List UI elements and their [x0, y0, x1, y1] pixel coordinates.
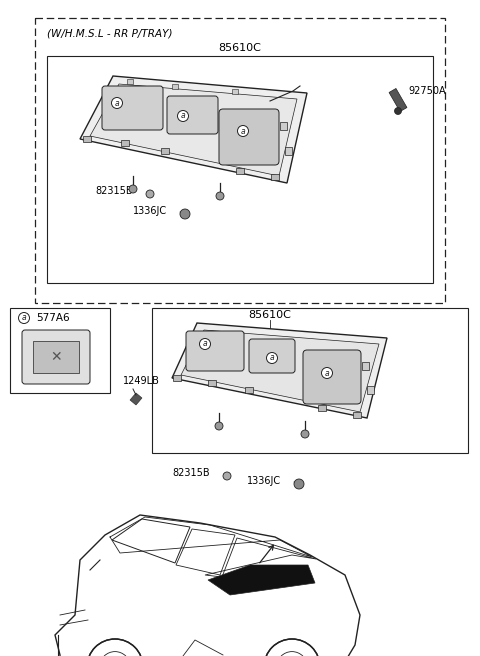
FancyBboxPatch shape — [303, 350, 361, 404]
Text: a: a — [180, 112, 185, 121]
Bar — [318, 405, 326, 411]
Polygon shape — [55, 515, 360, 656]
Text: a: a — [115, 98, 120, 108]
Circle shape — [301, 430, 309, 438]
Bar — [236, 168, 244, 174]
Text: 92750A: 92750A — [408, 86, 445, 96]
Bar — [161, 148, 169, 154]
FancyBboxPatch shape — [186, 331, 244, 371]
Text: 82315B: 82315B — [172, 468, 210, 478]
Bar — [285, 147, 292, 155]
Text: 82315B: 82315B — [95, 186, 132, 196]
Bar — [280, 122, 287, 130]
Bar — [232, 89, 238, 94]
Circle shape — [395, 108, 401, 115]
Text: a: a — [203, 340, 207, 348]
FancyBboxPatch shape — [249, 339, 295, 373]
Bar — [33, 341, 79, 373]
Polygon shape — [130, 393, 142, 405]
Bar — [173, 375, 181, 381]
Bar — [35, 18, 445, 303]
Text: ✕: ✕ — [50, 350, 62, 364]
Circle shape — [322, 367, 333, 379]
Circle shape — [129, 185, 137, 193]
FancyBboxPatch shape — [167, 96, 218, 134]
FancyBboxPatch shape — [22, 330, 90, 384]
Text: 1336JC: 1336JC — [247, 476, 281, 486]
Text: 85610C: 85610C — [218, 43, 262, 53]
Circle shape — [111, 98, 122, 108]
Circle shape — [146, 190, 154, 198]
Polygon shape — [181, 330, 379, 412]
Circle shape — [266, 352, 277, 363]
Circle shape — [178, 110, 189, 121]
Text: a: a — [22, 314, 26, 323]
Bar — [10, 308, 110, 393]
Circle shape — [180, 209, 190, 219]
Circle shape — [200, 338, 211, 350]
Text: a: a — [324, 369, 329, 377]
Circle shape — [19, 312, 29, 323]
Bar — [47, 56, 433, 283]
Bar — [245, 387, 253, 393]
Text: 1249LB: 1249LB — [123, 376, 160, 386]
Circle shape — [238, 125, 249, 136]
Bar — [353, 412, 361, 418]
Polygon shape — [208, 565, 315, 595]
Text: 577A6: 577A6 — [36, 313, 70, 323]
Bar — [362, 362, 369, 370]
Text: a: a — [240, 127, 245, 136]
Bar — [271, 174, 279, 180]
Text: a: a — [270, 354, 274, 363]
Bar — [172, 84, 178, 89]
Bar — [121, 140, 129, 146]
FancyBboxPatch shape — [102, 86, 163, 130]
Bar — [367, 386, 374, 394]
Polygon shape — [90, 84, 297, 176]
Circle shape — [223, 472, 231, 480]
Polygon shape — [80, 76, 307, 183]
Polygon shape — [389, 89, 407, 112]
Bar — [83, 136, 91, 142]
Circle shape — [294, 479, 304, 489]
Polygon shape — [172, 323, 387, 418]
Text: 1336JC: 1336JC — [133, 206, 167, 216]
Circle shape — [216, 192, 224, 200]
Text: 85610C: 85610C — [249, 310, 291, 320]
FancyBboxPatch shape — [219, 109, 279, 165]
Bar — [208, 380, 216, 386]
Circle shape — [215, 422, 223, 430]
Text: (W/H.M.S.L - RR P/TRAY): (W/H.M.S.L - RR P/TRAY) — [47, 28, 172, 38]
Bar — [127, 79, 133, 84]
Bar — [152, 308, 468, 453]
